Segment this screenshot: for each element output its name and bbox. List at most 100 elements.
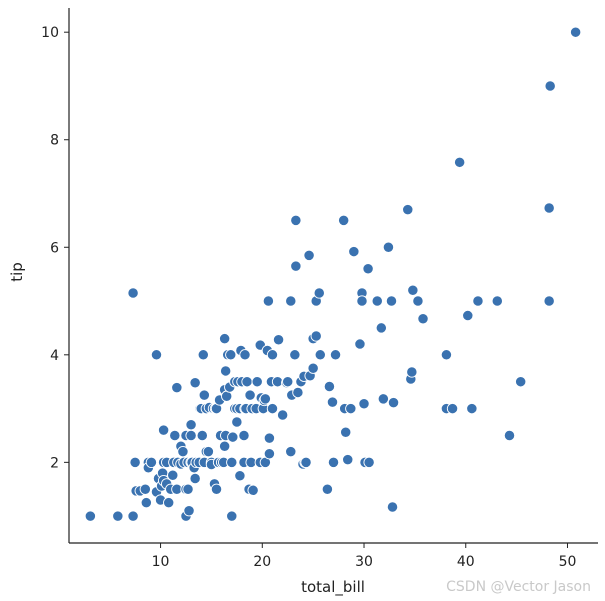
data-point bbox=[167, 469, 179, 481]
data-point bbox=[348, 245, 360, 258]
data-point bbox=[338, 214, 350, 227]
data-point bbox=[177, 445, 189, 458]
data-point bbox=[354, 338, 366, 350]
data-point bbox=[543, 295, 555, 307]
data-point bbox=[363, 456, 375, 468]
data-point bbox=[189, 472, 201, 485]
y-tick-label: 2 bbox=[50, 455, 59, 471]
data-point bbox=[259, 393, 271, 405]
data-point bbox=[289, 349, 301, 361]
data-point bbox=[266, 349, 279, 361]
x-tick-label: 40 bbox=[457, 554, 475, 570]
data-point bbox=[290, 214, 302, 227]
data-point bbox=[342, 454, 354, 466]
data-point bbox=[515, 376, 527, 388]
data-point bbox=[226, 456, 238, 468]
x-ticks: 10 20 30 40 50 bbox=[152, 543, 576, 570]
data-point bbox=[189, 377, 201, 389]
data-point bbox=[171, 381, 183, 394]
data-point bbox=[385, 295, 398, 307]
data-point bbox=[225, 349, 237, 361]
data-point bbox=[356, 295, 368, 307]
data-point bbox=[375, 322, 387, 334]
data-point bbox=[262, 295, 275, 307]
data-point bbox=[503, 429, 516, 442]
y-ticks: 2 4 6 8 10 bbox=[41, 25, 69, 471]
data-point bbox=[226, 510, 238, 522]
data-point bbox=[407, 284, 419, 296]
data-point bbox=[282, 376, 294, 388]
data-point bbox=[303, 249, 315, 261]
data-point bbox=[218, 333, 231, 345]
data-point bbox=[327, 456, 340, 468]
data-point bbox=[462, 309, 474, 322]
data-point bbox=[491, 295, 503, 307]
data-point bbox=[238, 429, 250, 442]
data-point bbox=[472, 295, 484, 307]
data-point bbox=[358, 398, 370, 410]
data-point bbox=[453, 156, 466, 168]
data-point bbox=[263, 432, 276, 444]
data-point bbox=[182, 483, 194, 495]
data-point bbox=[145, 456, 158, 468]
data-point bbox=[466, 402, 478, 415]
data-point bbox=[218, 440, 231, 452]
data-point bbox=[239, 349, 251, 361]
data-point bbox=[362, 263, 374, 275]
data-point bbox=[241, 376, 253, 388]
y-axis-label: tip bbox=[8, 262, 26, 282]
data-point bbox=[387, 397, 400, 409]
data-point bbox=[140, 497, 152, 509]
y-tick-label: 6 bbox=[50, 240, 59, 256]
data-point bbox=[247, 484, 259, 496]
data-point bbox=[276, 409, 289, 421]
data-point bbox=[231, 416, 243, 428]
data-point bbox=[377, 393, 389, 405]
data-point bbox=[382, 241, 395, 253]
data-point bbox=[272, 334, 285, 346]
y-tick-label: 8 bbox=[50, 133, 59, 149]
data-point bbox=[234, 470, 246, 482]
data-point bbox=[157, 424, 170, 436]
data-point bbox=[321, 483, 334, 495]
data-point bbox=[185, 419, 197, 431]
data-point bbox=[266, 402, 279, 415]
y-tick-label: 10 bbox=[41, 25, 59, 41]
data-point bbox=[310, 330, 322, 342]
y-tick-label: 4 bbox=[50, 348, 59, 364]
data-point bbox=[402, 203, 414, 216]
data-point bbox=[197, 349, 209, 361]
data-point bbox=[129, 456, 141, 468]
data-point bbox=[263, 448, 276, 460]
data-point bbox=[406, 366, 418, 378]
data-point bbox=[185, 429, 197, 442]
data-point bbox=[183, 505, 195, 517]
x-tick-label: 30 bbox=[355, 554, 373, 570]
data-point bbox=[285, 295, 297, 307]
data-point bbox=[169, 429, 181, 442]
data-point bbox=[345, 402, 357, 415]
x-tick-label: 10 bbox=[152, 554, 170, 570]
data-point bbox=[544, 80, 556, 92]
data-point bbox=[127, 510, 139, 522]
data-point bbox=[163, 497, 175, 509]
data-point bbox=[150, 349, 163, 361]
data-point bbox=[313, 287, 325, 299]
data-point bbox=[127, 287, 139, 299]
data-point bbox=[112, 510, 124, 522]
data-point bbox=[251, 376, 263, 388]
watermark: CSDN @Vector Jason bbox=[446, 579, 591, 595]
data-point bbox=[196, 429, 208, 442]
x-axis-label: total_bill bbox=[301, 578, 365, 597]
data-point bbox=[244, 389, 256, 401]
data-point bbox=[290, 260, 302, 272]
data-point bbox=[84, 510, 97, 522]
data-point bbox=[300, 456, 312, 468]
data-point bbox=[139, 483, 151, 495]
x-tick-label: 20 bbox=[253, 554, 271, 570]
data-point bbox=[371, 295, 383, 307]
data-point bbox=[292, 386, 304, 399]
data-point bbox=[440, 349, 453, 361]
data-point bbox=[227, 431, 239, 443]
